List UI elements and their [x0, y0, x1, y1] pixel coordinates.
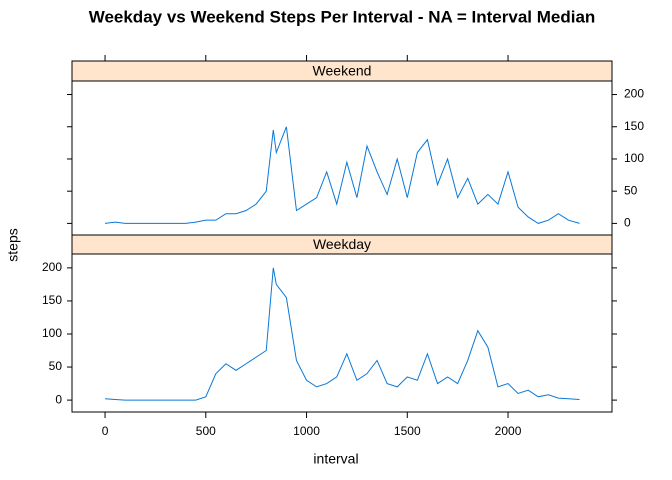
y-tick-label: 150 — [42, 293, 62, 307]
x-tick-label: 500 — [196, 424, 216, 438]
strip-label: Weekday — [313, 236, 371, 252]
series-line — [104, 126, 580, 224]
x-axis-label: interval — [313, 451, 358, 467]
y-tick-label: 50 — [624, 183, 638, 197]
y-tick-label: 200 — [42, 260, 62, 274]
y-tick-label: 100 — [42, 326, 62, 340]
y-tick-label: 0 — [624, 216, 631, 230]
x-tick-label: 1500 — [394, 424, 421, 438]
series-line — [105, 267, 580, 401]
y-tick-label: 200 — [624, 87, 644, 101]
strip-label: Weekend — [313, 63, 372, 79]
x-tick-label: 2000 — [495, 424, 522, 438]
y-tick-label: 100 — [624, 151, 644, 165]
y-tick-label: 150 — [624, 119, 644, 133]
y-tick-label: 50 — [49, 359, 63, 373]
panel-frame — [71, 253, 613, 413]
y-tick-label: 0 — [55, 392, 62, 406]
chart-title: Weekday vs Weekend Steps Per Interval - … — [89, 7, 596, 26]
x-tick-label: 0 — [102, 424, 109, 438]
panel-frame — [71, 80, 613, 236]
x-tick-label: 1000 — [293, 424, 320, 438]
y-axis-label: steps — [5, 228, 21, 261]
